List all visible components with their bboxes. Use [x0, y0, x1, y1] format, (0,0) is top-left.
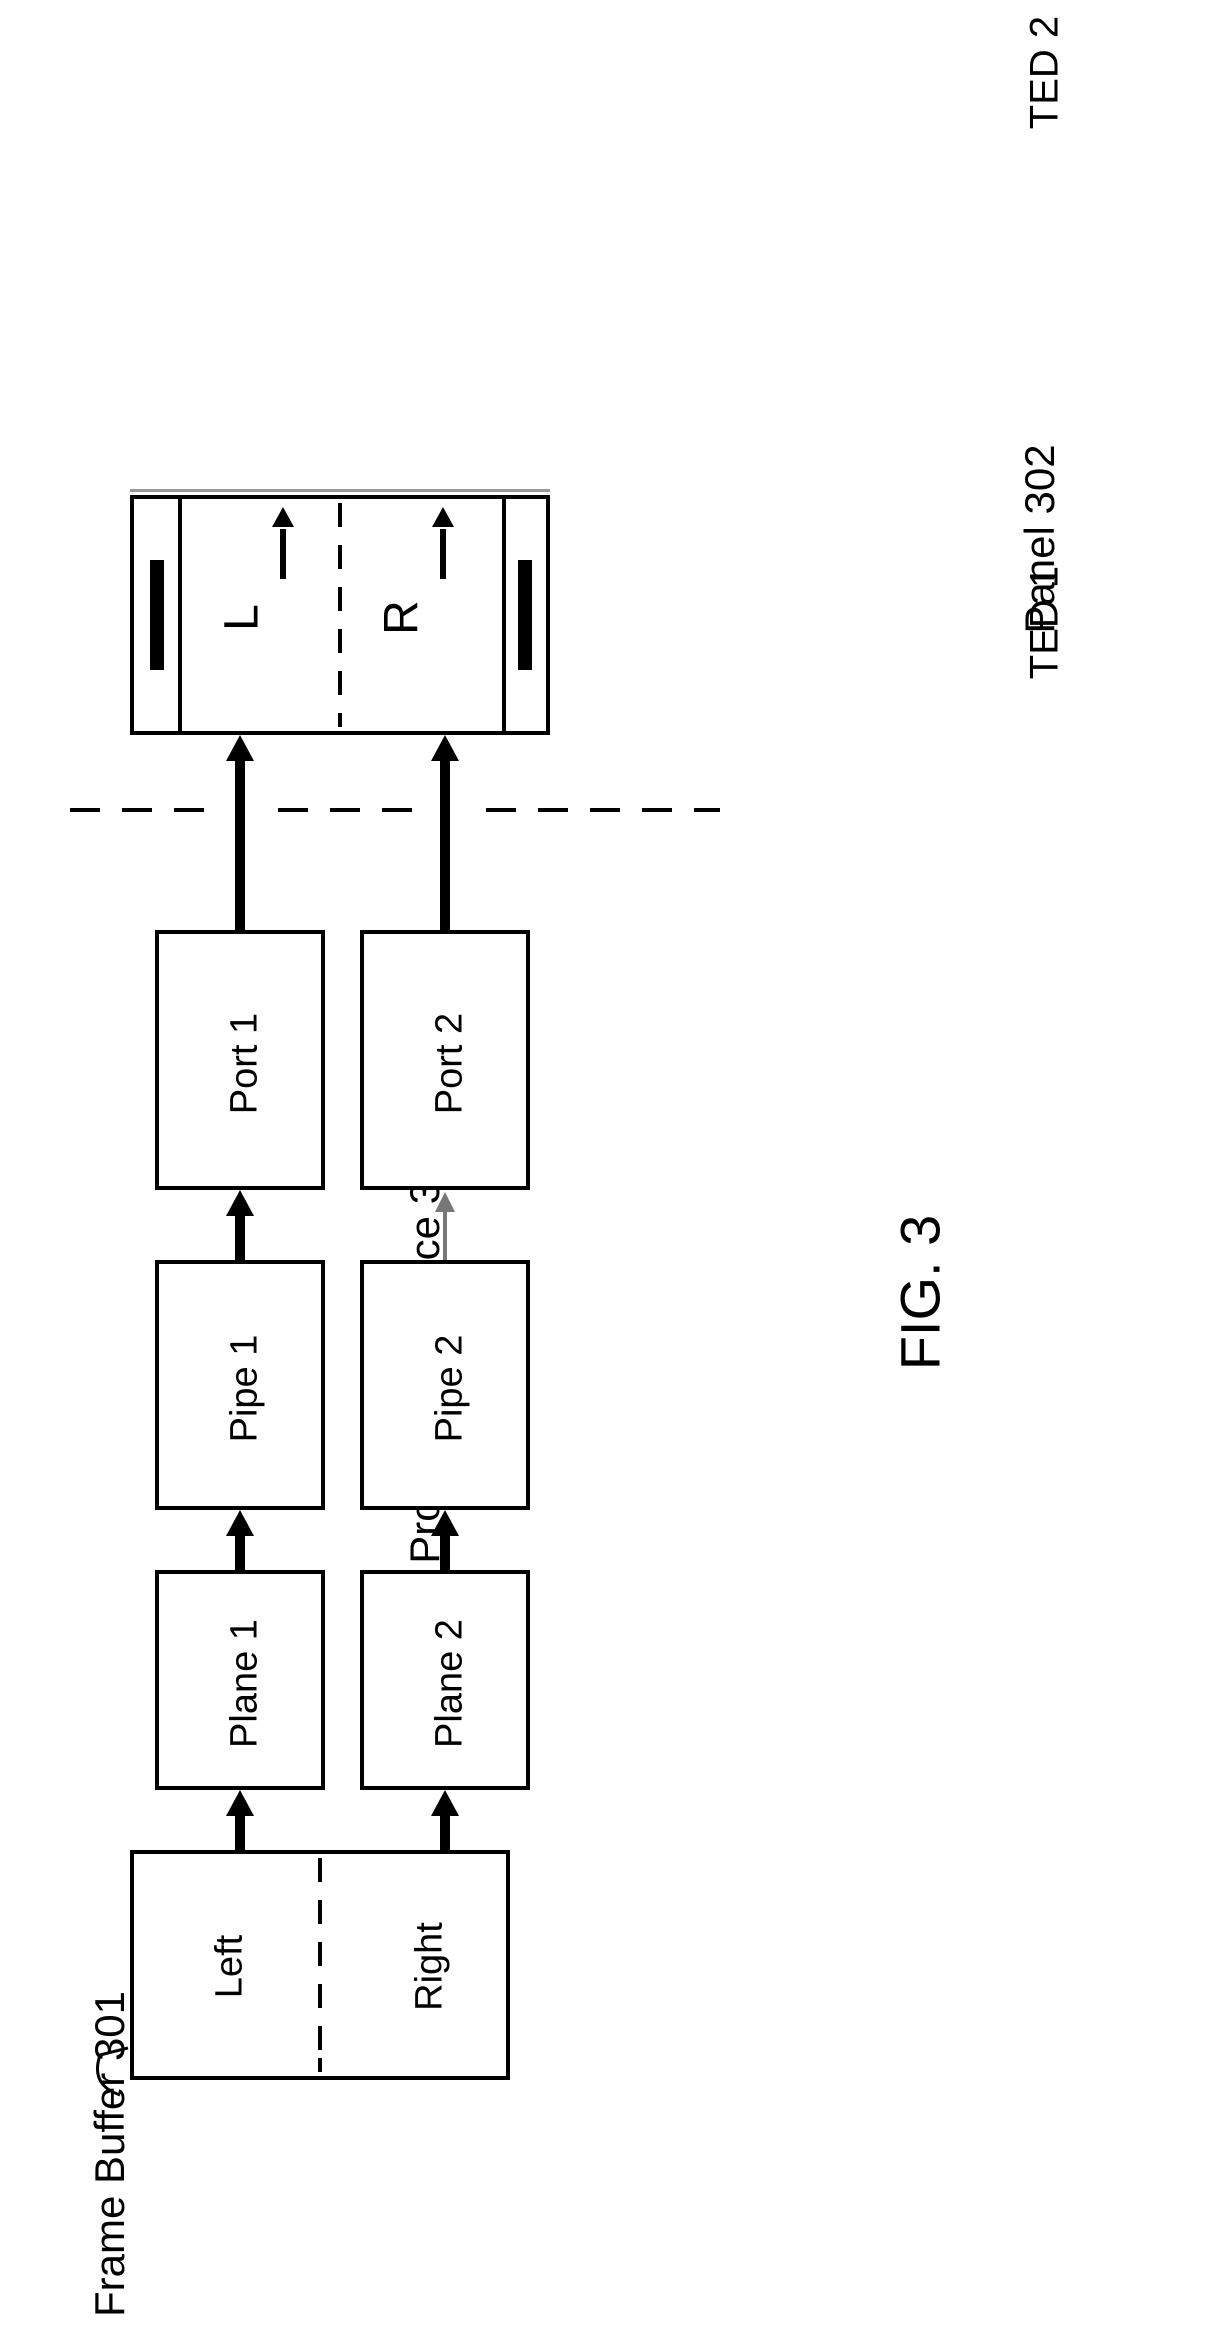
figure-label: FIG. 3: [888, 1163, 953, 1423]
frame-buffer-left-label: Left: [209, 1907, 252, 2027]
pipe1-label: Pipe 1: [224, 1314, 267, 1464]
arrow-port-panel-1-shaft: [235, 759, 245, 930]
arrow-port-panel-2-head: [431, 735, 459, 761]
plane2-label: Plane 2: [429, 1609, 472, 1759]
panel-box: [130, 495, 550, 735]
arrow-buf-plane-2-shaft: [440, 1814, 450, 1850]
arrow-plane-pipe-2-head: [431, 1510, 459, 1536]
ted2-label: TED 2: [1023, 0, 1068, 153]
port1-label: Port 1: [224, 989, 267, 1139]
arrow-buf-plane-2-head: [431, 1790, 459, 1816]
panel-inner-line-2: [502, 499, 506, 731]
frame-buffer-right-label: Right: [409, 1907, 452, 2027]
arrow-pipe-port-2-head: [435, 1192, 455, 1212]
arrow-port-panel-1-head: [226, 735, 254, 761]
ted2-bar: [518, 560, 532, 670]
arrow-buf-plane-1-shaft: [235, 1814, 245, 1850]
panel-inner-line-1: [178, 499, 182, 731]
arrow-pipe-port-1-shaft: [235, 1214, 245, 1260]
arrow-buf-plane-1-head: [226, 1790, 254, 1816]
panel-L-letter: L: [215, 588, 270, 648]
panel-R-letter: R: [375, 588, 430, 648]
diagram-canvas: Frame Buffer 301 Left Right Processing D…: [0, 0, 1223, 2321]
port2-label: Port 2: [429, 989, 472, 1139]
arrow-pipe-port-1-head: [226, 1190, 254, 1216]
arrow-pipe-port-2-shaft: [443, 1210, 447, 1260]
panel-top-edge: [130, 489, 550, 492]
arrow-plane-pipe-1-shaft: [235, 1534, 245, 1570]
ted1-label: TED 1: [1023, 543, 1068, 703]
plane1-label: Plane 1: [224, 1609, 267, 1759]
arrow-port-panel-2-shaft: [440, 759, 450, 930]
frame-buffer-label: Frame Buffer 301: [86, 1974, 134, 2334]
ted1-bar: [150, 560, 164, 670]
pipe2-label: Pipe 2: [429, 1314, 472, 1464]
arrow-plane-pipe-1-head: [226, 1510, 254, 1536]
arrow-plane-pipe-2-shaft: [440, 1534, 450, 1570]
